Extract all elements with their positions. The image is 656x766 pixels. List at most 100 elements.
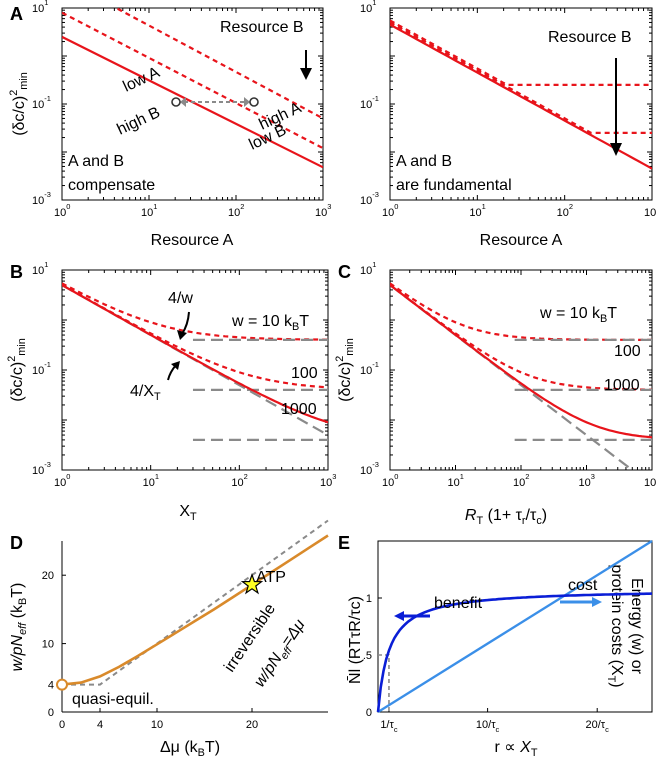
x-axis-label: Resource A — [151, 232, 234, 249]
series-line — [390, 21, 652, 134]
panel-label-c: C — [338, 262, 351, 282]
annotation-4-xt: 4/XT — [130, 383, 161, 403]
x-axis-label: RT (1+ τr/τc) — [465, 507, 547, 527]
x-axis-label: Δμ (kBT) — [160, 739, 220, 759]
panel-label-b: B — [10, 262, 23, 282]
arrow-head — [300, 68, 312, 80]
x-axis-label: r ∝ XT — [495, 739, 538, 759]
x-tick-label: 103 — [644, 202, 656, 219]
annotation-corner-2: compensate — [68, 177, 155, 194]
y-axis-label: w/pNeff (kBT) — [9, 583, 29, 672]
annotation-w1000: 1000 — [281, 401, 317, 418]
x-tick-label: 0 — [59, 719, 65, 731]
y-tick-label: 101 — [32, 0, 48, 15]
arrow-head — [180, 97, 186, 107]
x-tick-label: 104 — [644, 472, 656, 489]
y-tick-label: 0 — [48, 707, 54, 719]
x-tick-label: 102 — [557, 202, 573, 219]
marker-quasi — [56, 678, 68, 691]
annotation-w1000: 1000 — [604, 377, 640, 394]
panel-e-chart: E 1/τc 10/τc 20/τc 0 .5 1 r ∝ XT N̄l (RTτR/τc) E… — [338, 533, 653, 759]
series-line — [62, 282, 328, 341]
y-tick-label: 10-3 — [360, 460, 379, 477]
x-tick-label: 20 — [246, 719, 258, 731]
x-tick-label: 103 — [315, 202, 331, 219]
y-axis-label-left: N̄l (RTτR/τc) — [347, 596, 364, 684]
annotation-corner-1: A and B — [396, 153, 452, 170]
x-tick-label: 20/τc — [586, 719, 610, 734]
annotation-corner-1: A and B — [68, 153, 124, 170]
y-tick-label: 0 — [366, 707, 372, 719]
arrow-head — [244, 97, 250, 107]
y-tick-label: 10-1 — [32, 94, 51, 111]
arrow-head — [177, 330, 187, 340]
x-tick-label: 100 — [54, 202, 70, 219]
marker-point — [171, 97, 181, 107]
series-solid — [61, 534, 329, 686]
annotation-4-w: 4/w — [168, 290, 193, 307]
arrow-head — [171, 361, 180, 370]
x-tick-label: 102 — [228, 202, 244, 219]
plot-frame — [61, 7, 324, 201]
annotation-w100: 100 — [291, 365, 318, 382]
arrow-head — [394, 611, 404, 621]
series-benefit — [376, 592, 653, 713]
y-tick-label: .5 — [363, 650, 372, 662]
annotation-w100: 100 — [614, 343, 641, 360]
y-tick-label: 10 — [42, 639, 54, 651]
series-cost — [377, 539, 653, 714]
series-line — [390, 284, 652, 391]
annotation-corner-2: are fundamental — [396, 177, 512, 194]
x-tick-label: 100 — [382, 472, 398, 489]
x-tick-label: 101 — [469, 202, 485, 219]
x-tick-label: 103 — [579, 472, 595, 489]
guide-line — [378, 654, 390, 712]
panel-c-chart: C 100 101 102 103 104 101 10-1 10-3 (δc/c)2min RT… — [334, 260, 656, 527]
x-axis-label: Resource A — [480, 232, 563, 249]
y-tick-label: 20 — [42, 570, 54, 582]
y-tick-label: 10-1 — [32, 360, 51, 377]
y-axis-label: (δc/c)2min — [8, 72, 30, 136]
annotation-high-b: high B — [115, 104, 163, 139]
series-line — [390, 284, 652, 439]
annotation-cost: cost — [568, 577, 598, 594]
y-axis-label-right-2: protein costs (XT) — [605, 564, 625, 687]
panel-label-a: A — [10, 4, 23, 24]
plot-frame — [377, 540, 653, 713]
x-tick-label: 4 — [97, 719, 103, 731]
y-tick-label: 10-3 — [32, 190, 51, 207]
annotation-w10: w = 10 kBT — [539, 305, 617, 325]
x-tick-label: 100 — [382, 202, 398, 219]
y-tick-label: 1 — [366, 593, 372, 605]
panel-b-chart: B 100 101 102 103 101 10-1 10-3 (δc/c)2min XT 4/w… — [6, 260, 336, 523]
series-line — [62, 11, 323, 150]
marker-atp-star — [240, 573, 264, 595]
marker-point — [249, 97, 259, 107]
y-tick-label: 10-1 — [360, 360, 379, 377]
y-tick-label: 101 — [360, 260, 376, 277]
panel-a-left-chart: A 100 101 102 103 101 10-1 10-3 (δc/c)2min Resou… — [8, 0, 331, 249]
y-tick-label: 101 — [360, 0, 376, 15]
y-tick-label: 101 — [32, 260, 48, 277]
y-axis-label: (δc/c)2min — [6, 338, 28, 402]
arrow-head — [610, 143, 622, 156]
x-tick-label: 100 — [54, 472, 70, 489]
x-tick-label: 103 — [320, 472, 336, 489]
annotation-atp: ATP — [256, 569, 286, 586]
annotation-resource-b: Resource B — [548, 29, 632, 46]
series-line — [390, 19, 652, 86]
x-tick-label: 10/τc — [476, 719, 500, 734]
x-tick-label: 101 — [448, 472, 464, 489]
annotation-resource-b: Resource B — [220, 19, 304, 36]
y-tick-label: 10-3 — [360, 190, 379, 207]
panel-label-d: D — [10, 533, 23, 553]
x-tick-label: 1/τc — [380, 719, 398, 734]
x-tick-label: 102 — [513, 472, 529, 489]
series-line — [62, 284, 328, 424]
y-tick-label: 4 — [48, 680, 54, 692]
series-line — [62, 283, 328, 389]
panel-a-right-chart: 100 101 102 103 101 10-1 10-3 Resource A Resourc… — [360, 0, 656, 249]
panel-d-chart: D 00 4 4 10 10 20 20 Δμ (kBT) w/pNeff (kBT) ATP qu… — [9, 519, 329, 759]
series-line — [113, 8, 323, 120]
